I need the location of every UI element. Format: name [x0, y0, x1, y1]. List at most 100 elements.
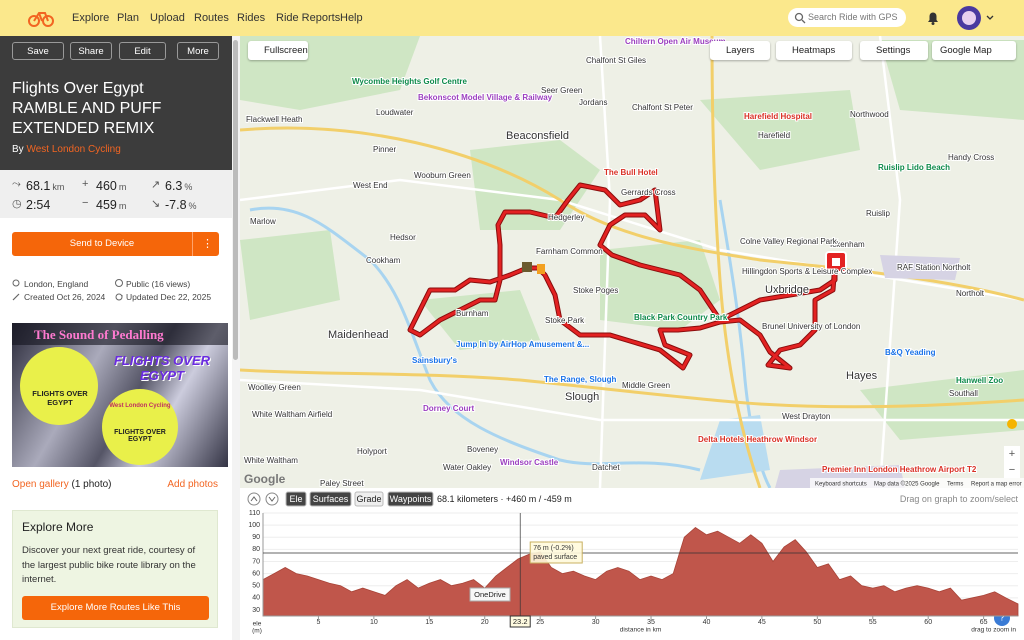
created-date: Created Oct 26, 2024 — [24, 292, 106, 302]
map-label: Uxbridge — [765, 284, 809, 296]
zoom-in[interactable]: + — [1009, 448, 1015, 460]
heatmaps-button[interactable]: Heatmaps — [776, 41, 852, 60]
zoom-out[interactable]: − — [1009, 464, 1015, 476]
x-tick-label: 40 — [703, 619, 711, 626]
nav-link[interactable]: Rides — [237, 12, 266, 24]
expand-button[interactable] — [265, 492, 279, 506]
save-button[interactable]: Save — [12, 42, 64, 60]
map-label: Northwood — [850, 110, 889, 119]
map-label: The Bull Hotel — [604, 168, 658, 177]
nav-link[interactable]: Upload — [150, 12, 185, 24]
map-label: Maidenhead — [328, 329, 389, 341]
map-label: Jordans — [579, 98, 607, 107]
author-link[interactable]: West London Cycling — [26, 144, 121, 155]
photo-text: West London Cycling — [109, 403, 171, 409]
fullscreen-button[interactable]: Fullscreen — [248, 41, 308, 60]
y-tick-label: 60 — [252, 570, 260, 577]
map-label: B&Q Yeading — [885, 348, 936, 357]
stat-value: 460 — [96, 179, 117, 193]
map-label: Datchet — [592, 463, 620, 472]
nav-link[interactable]: Help — [340, 12, 363, 24]
avatar[interactable] — [956, 5, 996, 31]
info-icons — [115, 279, 123, 301]
map-type-button[interactable]: Google Map — [932, 41, 1016, 60]
explore-text: Discover your next great ride, courtesy … — [22, 545, 196, 585]
logo[interactable] — [28, 9, 54, 27]
x-tick-label: 35 — [647, 619, 655, 626]
stat: 459 m — [96, 196, 126, 214]
map-label: Farnham Common — [536, 247, 603, 256]
tab[interactable] — [285, 491, 307, 507]
bell-icon[interactable] — [926, 10, 940, 26]
poi-marker[interactable] — [522, 262, 532, 272]
cursor-tooltip-text: paved surface — [533, 554, 577, 561]
send-to-device[interactable]: Send to Device ⋮ — [12, 232, 219, 256]
nav-link[interactable]: Plan — [117, 12, 140, 24]
byline: By West London Cycling — [12, 144, 121, 155]
map-label: Middle Green — [622, 381, 670, 390]
elevation-panel[interactable]: ? Ele Surfaces Grade Waypoints 68.1 kilomete… — [240, 488, 1024, 640]
nav-link[interactable]: Ride Reports — [276, 12, 341, 24]
disc — [20, 347, 98, 425]
map-label: Chiltern Open Air Museum — [625, 37, 726, 46]
map-label: Colne Valley Regional Park — [740, 237, 838, 246]
photo-text: FLIGHTS OVER EGYPT — [32, 389, 88, 407]
settings-button[interactable]: Settings — [860, 41, 928, 60]
stat-icon: ↗ — [151, 179, 161, 191]
elevation-bg — [240, 488, 1024, 640]
map-label: Black Park Country Park — [634, 313, 728, 322]
edit-button[interactable]: Edit — [119, 42, 166, 60]
tab[interactable] — [387, 491, 434, 507]
map-label: Hedgerley — [548, 213, 584, 222]
stat: -7.8% — [165, 196, 197, 214]
map-label: Paley Street — [320, 479, 364, 488]
stat-icon: + — [82, 178, 89, 190]
map-label: Slough — [565, 391, 599, 403]
chevrons — [250, 496, 276, 502]
map-label: Harefield Hospital — [744, 112, 812, 121]
map-label: Wooburn Green — [414, 171, 471, 180]
drag-hint: Drag on graph to zoom/select — [900, 494, 1019, 504]
add-photos[interactable]: Add photos — [167, 479, 218, 490]
map[interactable]: Chiltern Open Air Museum Chalfont St Gile… — [240, 36, 1024, 488]
send-menu[interactable]: ⋮ — [202, 238, 213, 250]
pegman[interactable] — [1007, 419, 1017, 429]
cursor-tooltip — [529, 541, 583, 564]
map-label: Marlow — [250, 217, 276, 226]
map-label: White Waltham — [244, 456, 298, 465]
more-button[interactable]: More — [177, 42, 219, 60]
tab[interactable] — [309, 491, 352, 507]
route-line[interactable] — [408, 183, 837, 370]
cursor-x-box — [509, 615, 531, 628]
map-label: Pinner — [373, 145, 396, 154]
top-nav: Explore Plan Upload Routes Rides Ride Reports… — [0, 0, 1024, 36]
map-footer-link: Map data ©2025 Google — [874, 481, 940, 488]
nav-link[interactable]: Routes — [194, 12, 229, 24]
stat-value: 459 — [96, 198, 117, 212]
map-label: Ickenham — [830, 240, 865, 249]
tab[interactable] — [354, 491, 384, 507]
map-footer-bg — [810, 478, 1024, 488]
map-label: Gerrards Cross — [621, 188, 676, 197]
y-tick-label: 80 — [252, 546, 260, 553]
poi-marker[interactable] — [537, 264, 545, 274]
search-box[interactable]: Search Ride with GPS — [788, 8, 906, 27]
y-tick-label: 50 — [252, 583, 260, 590]
open-gallery[interactable]: Open gallery — [12, 479, 69, 490]
collapse-button[interactable] — [247, 492, 261, 506]
layers-button[interactable]: Layers — [710, 41, 770, 60]
nav-link[interactable]: Explore — [72, 12, 110, 24]
stat-unit: km — [52, 182, 65, 192]
map-label: Beaconsfield — [506, 130, 569, 142]
route-photo[interactable]: The Sound of Pedalling FLIGHTS OVER EGYP… — [12, 323, 228, 467]
explore-button[interactable]: Explore More Routes Like This — [22, 596, 209, 620]
scroll-thumb[interactable] — [233, 40, 238, 360]
disc — [102, 389, 178, 465]
y-axis-label: (m) — [252, 628, 262, 635]
location: London, England — [24, 279, 89, 289]
zoom-control[interactable] — [1004, 446, 1020, 478]
share-button[interactable]: Share — [70, 42, 112, 60]
map-label: Woolley Green — [248, 383, 301, 392]
system-tooltip — [469, 587, 511, 602]
x-tick-label: 15 — [425, 619, 433, 626]
